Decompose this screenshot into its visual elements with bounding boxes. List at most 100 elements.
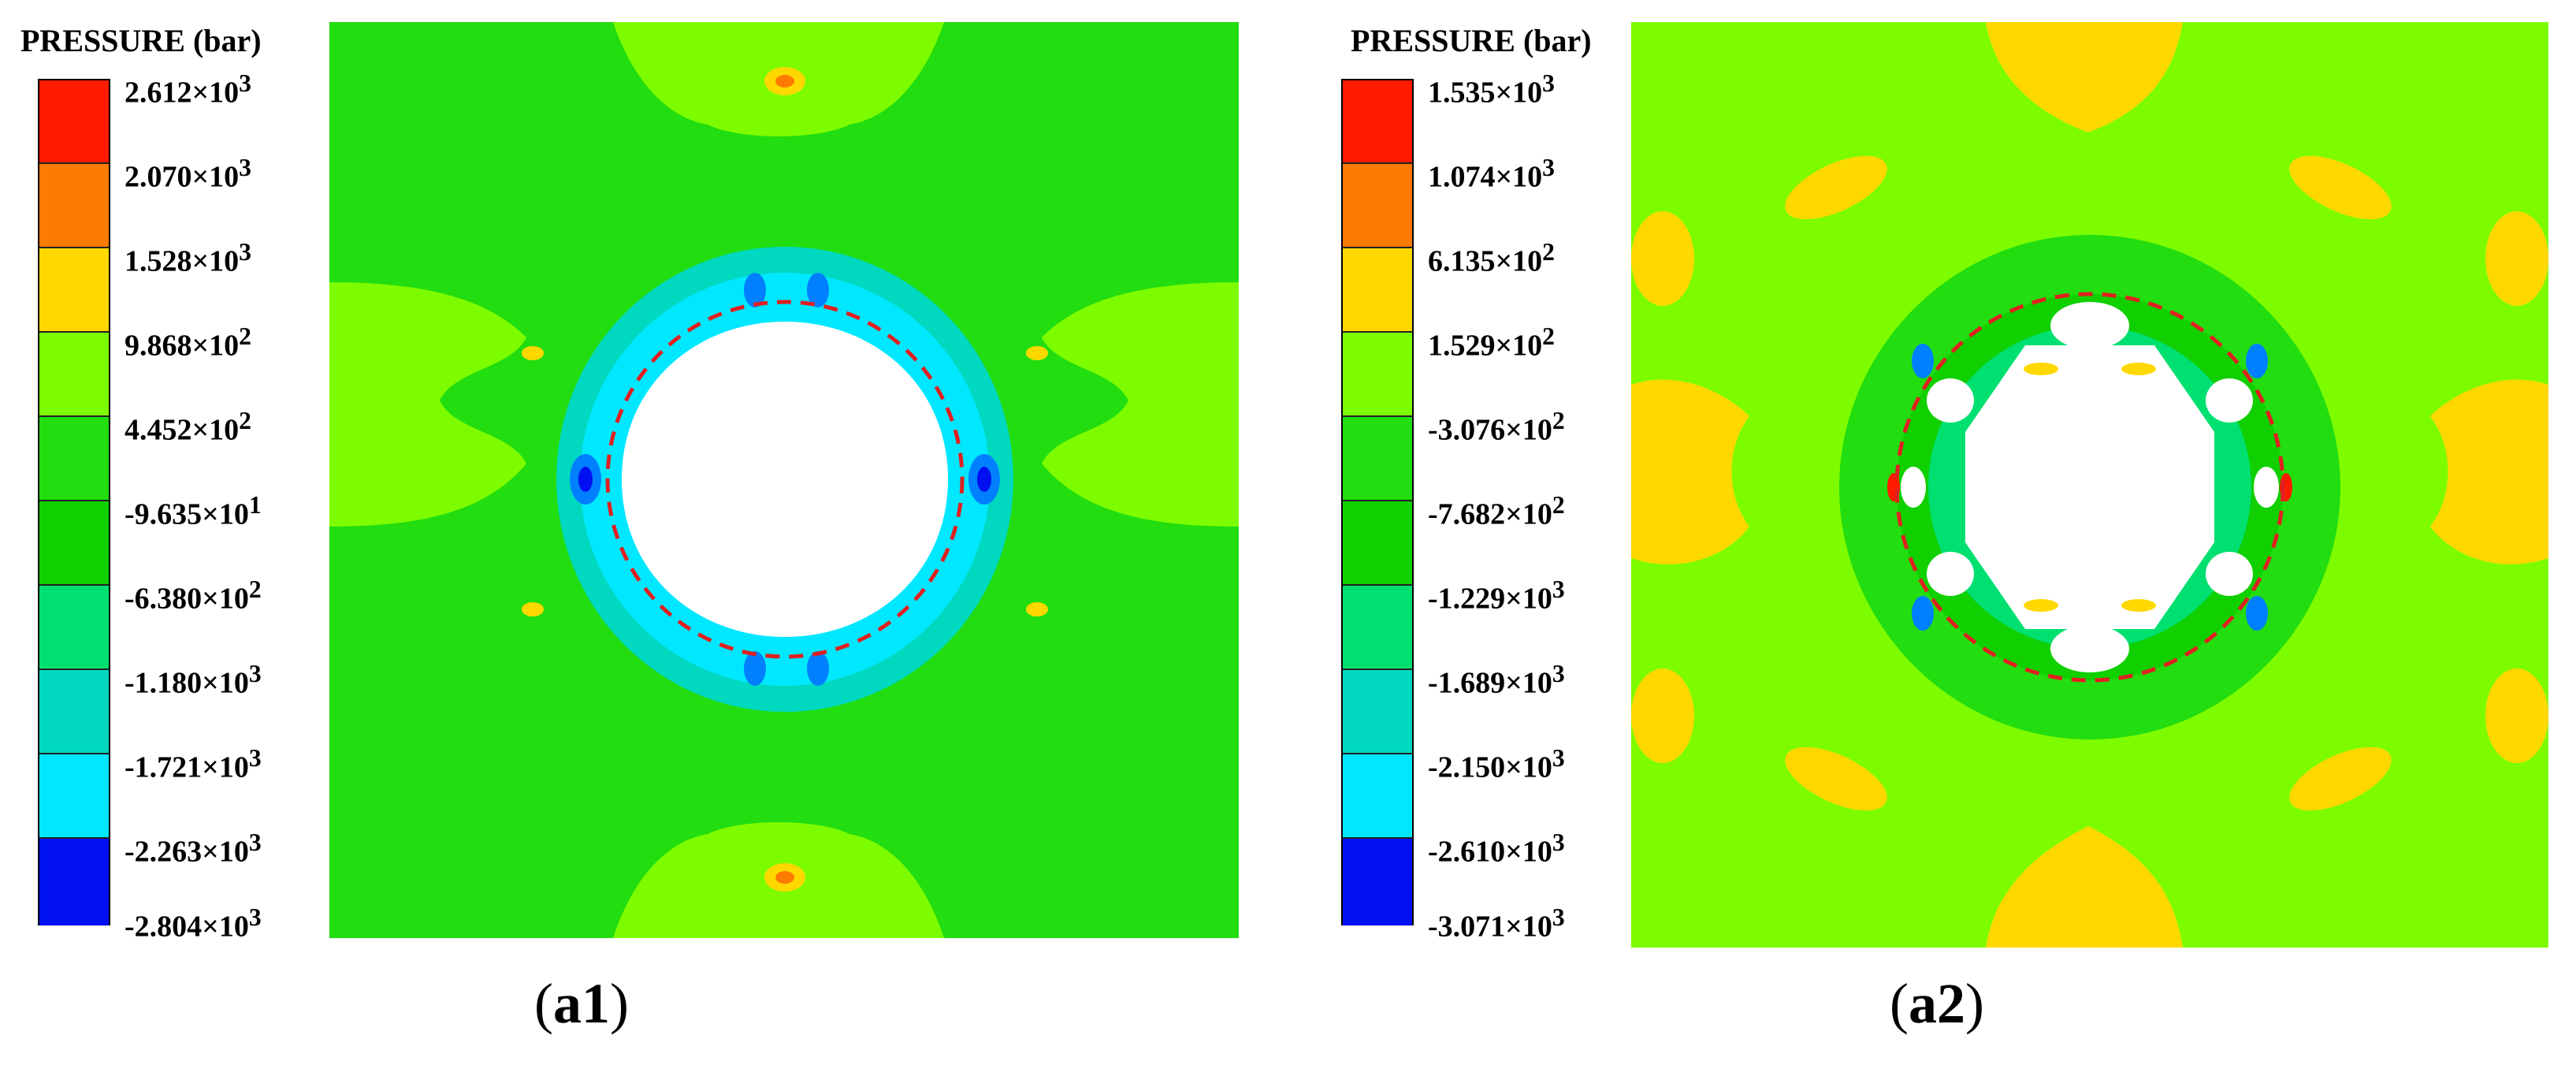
contour-spot <box>1026 602 1048 616</box>
reference-circle <box>605 300 965 659</box>
tick-label: -7.682×102 <box>1428 491 1565 531</box>
colorbar-segment <box>39 417 109 501</box>
contour-patch <box>2485 668 2548 763</box>
legend-title: PRESSURE (bar) <box>1351 23 1592 58</box>
colorbar-segment <box>1343 80 1412 164</box>
cavity-pocket <box>2050 302 2129 349</box>
panel-caption: (a1) <box>534 972 629 1035</box>
colorbar <box>38 79 110 925</box>
cavity-pocket <box>2050 625 2129 672</box>
tick-label: -2.150×103 <box>1428 744 1565 784</box>
contour-spot <box>775 75 794 88</box>
tick-label: -1.721×103 <box>125 744 262 784</box>
colorbar-segment <box>1343 754 1412 839</box>
tick-label: -1.180×103 <box>125 660 262 700</box>
colorbar-segment <box>39 670 109 754</box>
colorbar-segment <box>39 80 109 164</box>
cavity-pocket <box>2254 467 2279 508</box>
colorbar <box>1341 79 1414 925</box>
tick-label: -3.076×102 <box>1428 407 1565 447</box>
contour-spot <box>2246 596 2268 631</box>
contour-spot <box>1026 346 1048 360</box>
colorbar-segment <box>1343 248 1412 333</box>
contour-patch <box>1631 211 1694 306</box>
colorbar-segment <box>1343 839 1412 925</box>
contour-spot <box>2024 363 2058 375</box>
contour-lobe-left <box>329 282 526 527</box>
tick-label: -2.804×103 <box>125 903 262 944</box>
legend-title: PRESSURE (bar) <box>20 23 262 58</box>
contour-patch <box>2289 747 2392 811</box>
contour-spot <box>522 602 544 616</box>
tick-label: -2.610×103 <box>1428 829 1565 869</box>
cavity-pocket <box>1927 378 1974 423</box>
colorbar-segment <box>1343 501 1412 586</box>
contour-spot <box>2121 363 2156 375</box>
colorbar-segment <box>39 248 109 333</box>
panel-a1: PRESSURE (bar) 2.612×103 2.070×103 1.528… <box>20 22 1239 1035</box>
contour-patch <box>1785 747 1887 811</box>
contour-spot <box>807 651 829 686</box>
tick-label: 2.612×103 <box>125 69 251 110</box>
cavity-pocket <box>2206 552 2253 596</box>
tick-label: -2.263×103 <box>125 829 262 869</box>
tick-label: -9.635×101 <box>125 491 262 531</box>
contour-spot <box>522 346 544 360</box>
cavity-void <box>622 322 948 637</box>
colorbar-segment <box>39 333 109 417</box>
tick-label: 2.070×103 <box>125 154 251 194</box>
colorbar-segment <box>1343 333 1412 417</box>
cavity-pocket <box>1927 552 1974 596</box>
tick-label: 1.535×103 <box>1428 69 1555 110</box>
tick-label: -3.071×103 <box>1428 903 1565 944</box>
contour-spot <box>1912 344 1934 378</box>
pressure-contour-plot <box>329 22 1239 938</box>
tick-label: 1.074×103 <box>1428 154 1555 194</box>
colorbar-segment <box>39 839 109 925</box>
colorbar-segment <box>1343 586 1412 670</box>
colorbar-segment <box>1343 417 1412 501</box>
cavity-notch <box>731 590 838 629</box>
contour-spot <box>1912 596 1934 631</box>
contour-spot <box>2121 599 2156 612</box>
pressure-contour-plot <box>1631 22 2548 948</box>
tick-label: -1.689×103 <box>1428 660 1565 700</box>
cavity-pocket <box>2206 378 2253 423</box>
colorbar-segment <box>39 586 109 670</box>
reference-circle <box>1894 292 2285 683</box>
contour-spot <box>2246 344 2268 378</box>
colorbar-segment <box>39 164 109 248</box>
tick-label: 1.529×102 <box>1428 322 1555 363</box>
colorbar-segment <box>1343 670 1412 754</box>
contour-patch <box>2485 211 2548 306</box>
contour-spot <box>977 467 991 492</box>
cavity-void <box>1965 345 2214 629</box>
panel-a2: PRESSURE (bar) 1.535×103 1.074×103 6.135… <box>1303 0 2576 1080</box>
contour-lobe-right <box>2430 379 2548 564</box>
panel-caption: (a2) <box>1890 972 1984 1035</box>
contour-patch <box>2289 155 2392 220</box>
colorbar-segment <box>39 754 109 839</box>
tick-label: 6.135×102 <box>1428 238 1555 278</box>
contour-lobe-right <box>1042 282 1239 527</box>
colorbar-segment <box>39 501 109 586</box>
cavity-pocket <box>1901 467 1926 508</box>
tick-label: 4.452×102 <box>125 407 251 447</box>
contour-spot <box>744 651 766 686</box>
tick-label: 1.528×103 <box>125 238 251 278</box>
tick-label: -1.229×103 <box>1428 575 1565 616</box>
colorbar-segment <box>1343 164 1412 248</box>
contour-lobe-top <box>1986 22 2183 132</box>
contour-lobe-left <box>1631 379 1749 564</box>
cavity-notch <box>731 330 838 369</box>
contour-lobe-bottom <box>1986 826 2183 948</box>
contour-spot <box>2024 599 2058 612</box>
contour-spot <box>578 467 593 492</box>
contour-patch <box>1785 155 1887 220</box>
tick-label: 9.868×102 <box>125 322 251 363</box>
tick-label: -6.380×102 <box>125 575 262 616</box>
contour-patch <box>1631 668 1694 763</box>
contour-spot <box>775 871 794 884</box>
contour-spot <box>807 273 829 307</box>
contour-spot <box>744 273 766 307</box>
